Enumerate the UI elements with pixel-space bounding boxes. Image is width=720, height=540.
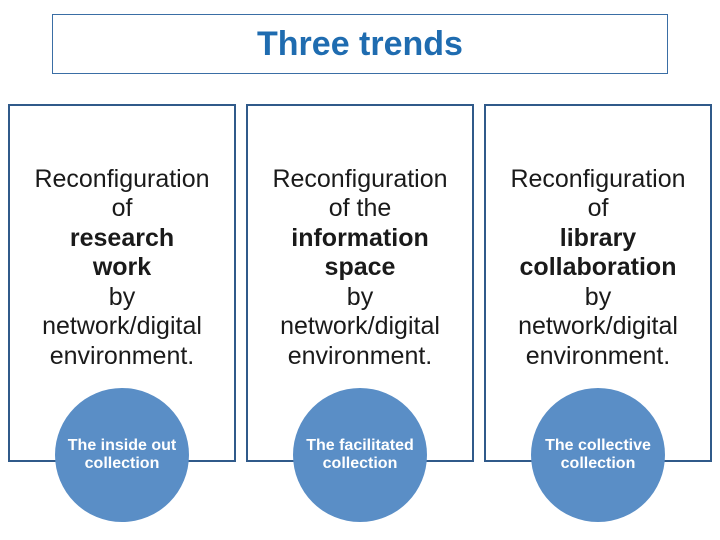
card-3: Reconfigurationof library collaborationb… — [484, 104, 712, 462]
card-1-text: Reconfigurationof research work bynetwor… — [10, 165, 234, 372]
title-text: Three trends — [257, 25, 463, 64]
cards-row: Reconfigurationof research work bynetwor… — [8, 104, 712, 462]
card-1: Reconfigurationof research work bynetwor… — [8, 104, 236, 462]
card-2: Reconfigurationof theinformation space b… — [246, 104, 474, 462]
title-box: Three trends — [52, 14, 668, 74]
card-2-text: Reconfigurationof theinformation space b… — [248, 165, 472, 372]
card-3-text: Reconfigurationof library collaborationb… — [486, 165, 710, 372]
